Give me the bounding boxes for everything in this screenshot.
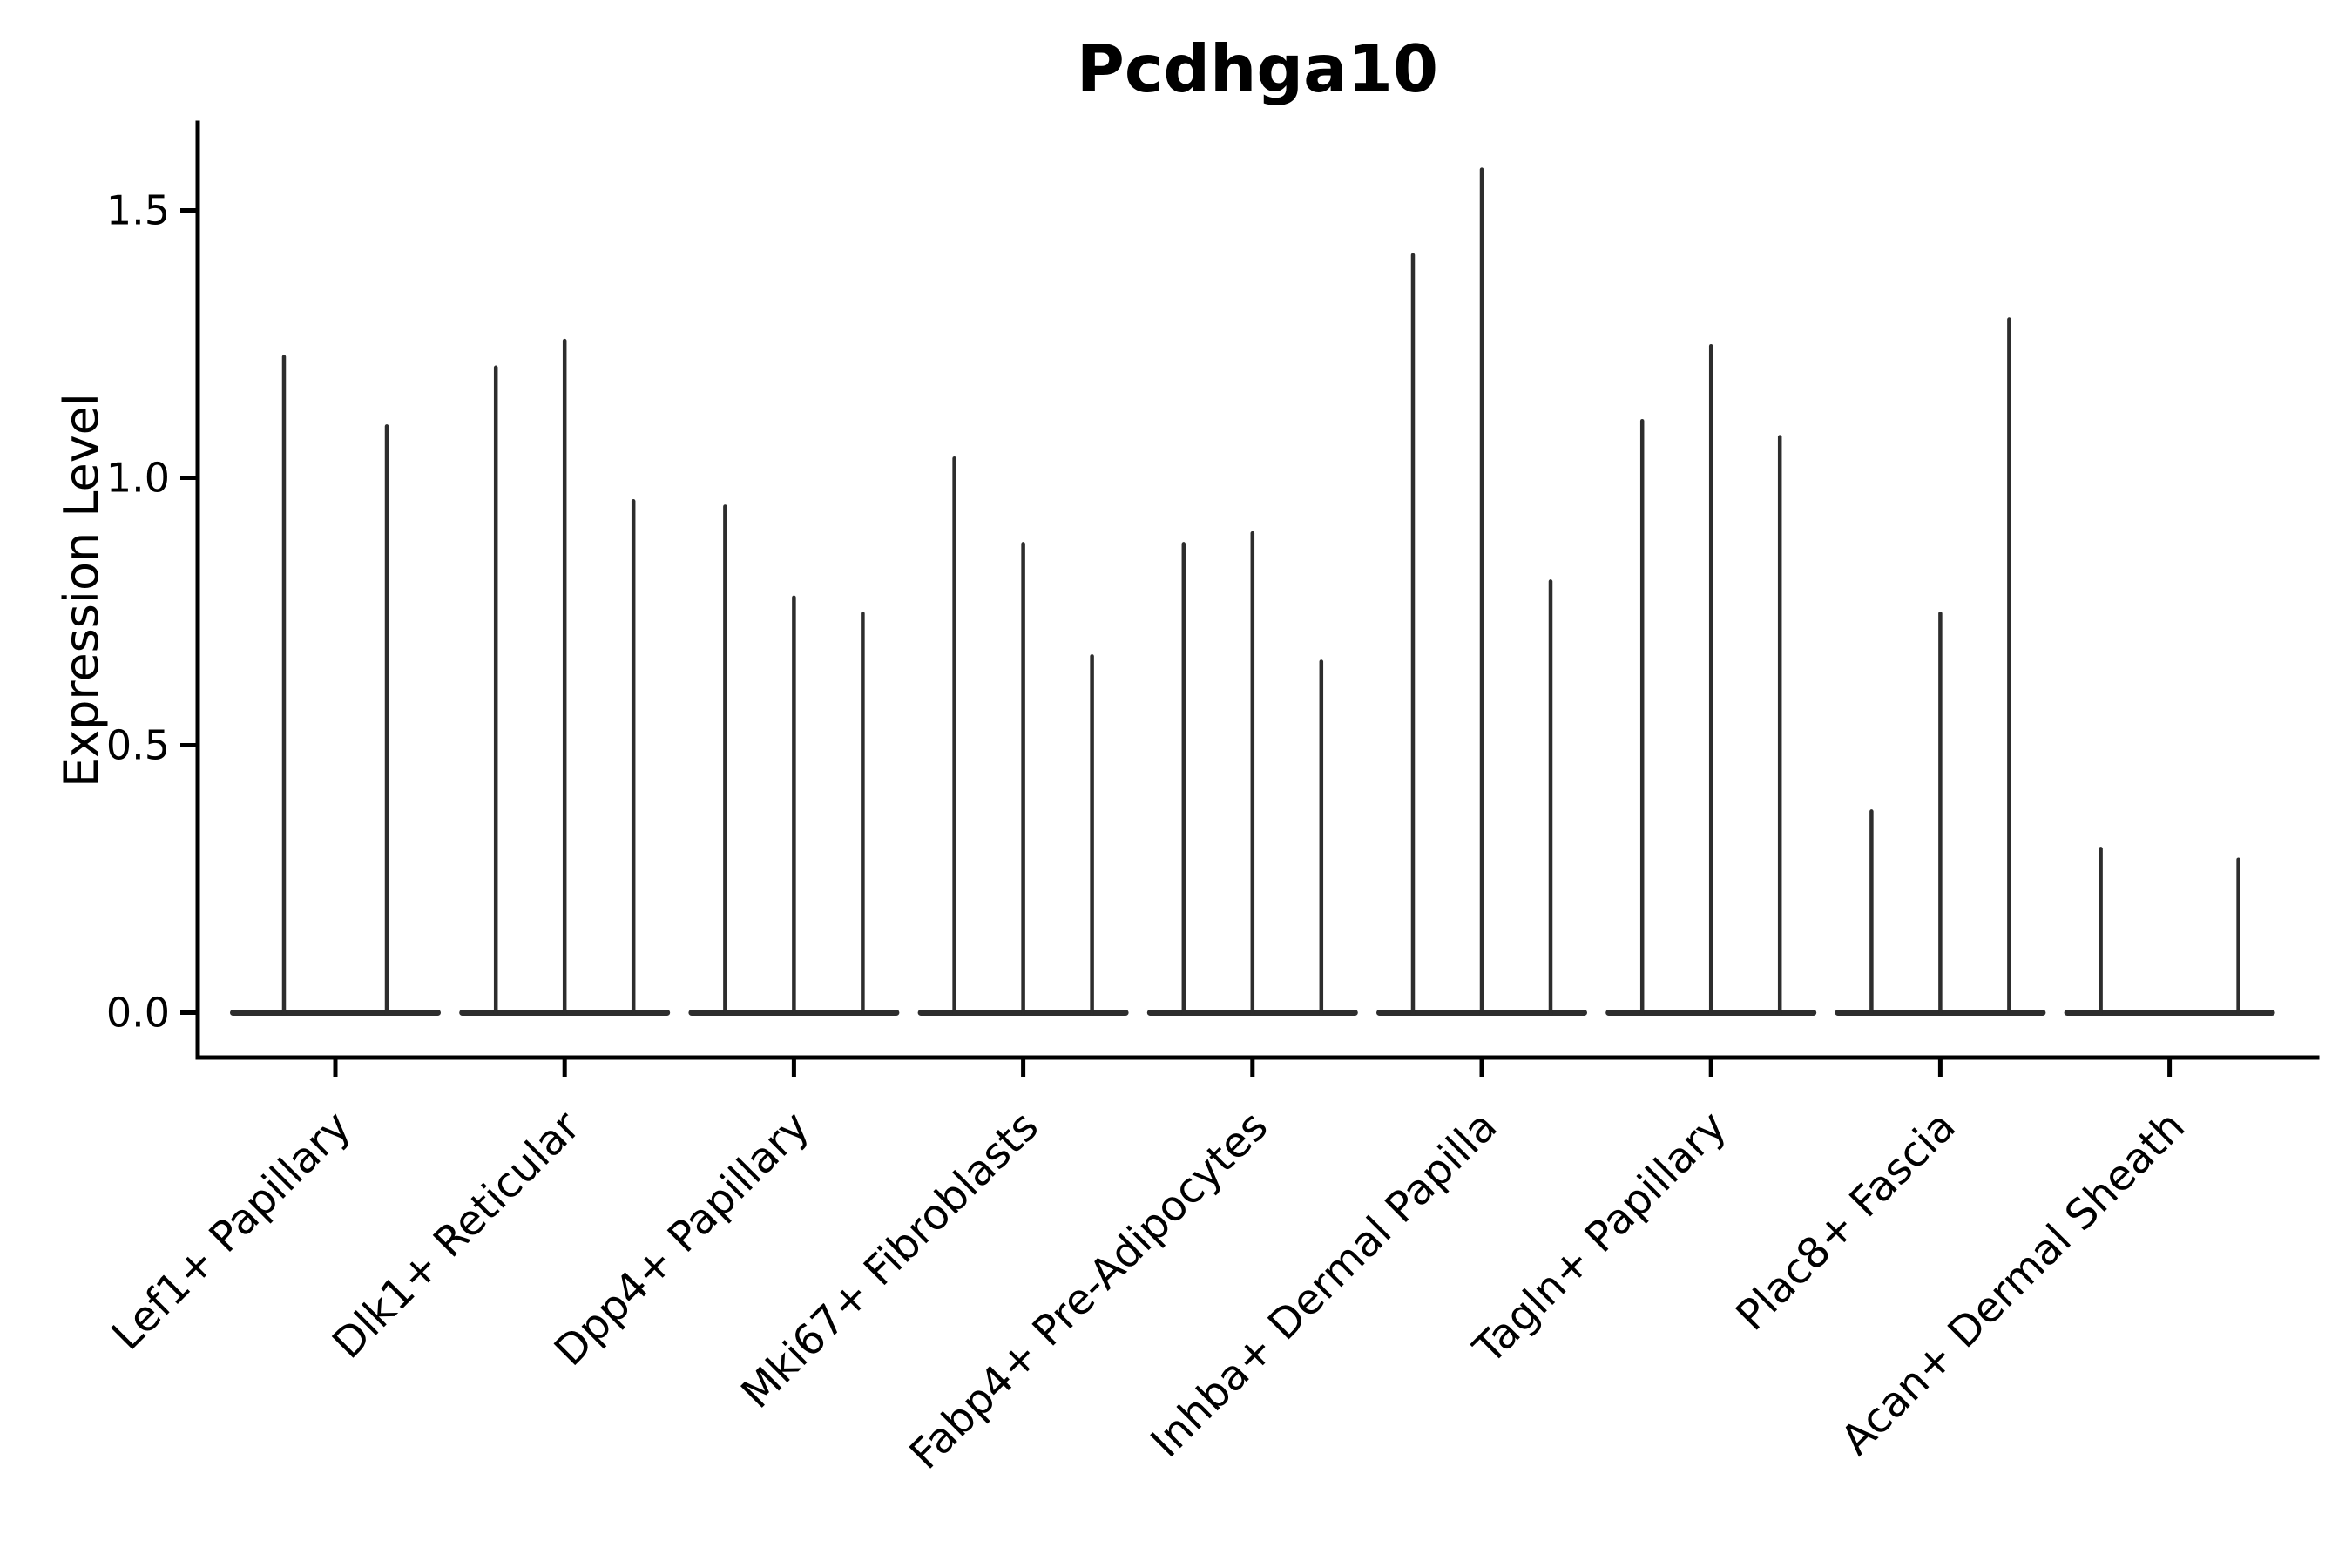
violin-spike — [792, 595, 796, 1016]
y-tick-label: 1.0 — [106, 455, 170, 502]
y-tick-label: 0.5 — [106, 722, 170, 769]
violin-spike — [1548, 579, 1553, 1016]
violin-spike — [952, 456, 956, 1016]
chart-title: Pcdhga10 — [1077, 30, 1438, 107]
violin-spike — [562, 338, 567, 1016]
violin-spike — [1410, 253, 1416, 1016]
violin-spike — [1777, 435, 1782, 1016]
violin-spike — [2099, 847, 2103, 1016]
violin-spike — [1639, 418, 1645, 1017]
y-axis-label: Expression Level — [54, 393, 109, 787]
violin-spike — [493, 365, 498, 1016]
x-tick-label: Dpp4+ Papillary — [545, 1102, 819, 1375]
x-tick-label: Dlk1+ Reticular — [323, 1102, 590, 1369]
violin-spike — [384, 424, 389, 1017]
violin-spike — [1319, 659, 1324, 1016]
x-tick-label: Tagln+ Papillary — [1463, 1102, 1735, 1374]
y-tick-label: 1.5 — [106, 187, 170, 234]
violin-spike — [1708, 344, 1713, 1016]
violin-spike — [631, 499, 636, 1016]
violin-spike — [2236, 857, 2240, 1016]
x-tick-label: Plac8+ Fascia — [1727, 1102, 1965, 1341]
violin-spike — [723, 504, 727, 1016]
violin-spike — [1479, 167, 1484, 1016]
violin-spike — [1869, 809, 1874, 1016]
violin-spike — [2007, 317, 2011, 1016]
violin-zero-baseline — [2064, 1010, 2275, 1016]
violin-spike — [1090, 654, 1094, 1016]
x-tick-label: Lef1+ Papillary — [103, 1102, 361, 1360]
violin-spike — [861, 612, 865, 1016]
violin-spike — [281, 355, 287, 1016]
violin-spike — [1181, 542, 1186, 1016]
violin-spike — [1250, 531, 1255, 1016]
violin-zero-baseline — [230, 1010, 441, 1016]
violin-spike — [1938, 612, 1943, 1016]
violin-spike — [1021, 542, 1025, 1016]
y-tick-label: 0.0 — [106, 990, 170, 1037]
